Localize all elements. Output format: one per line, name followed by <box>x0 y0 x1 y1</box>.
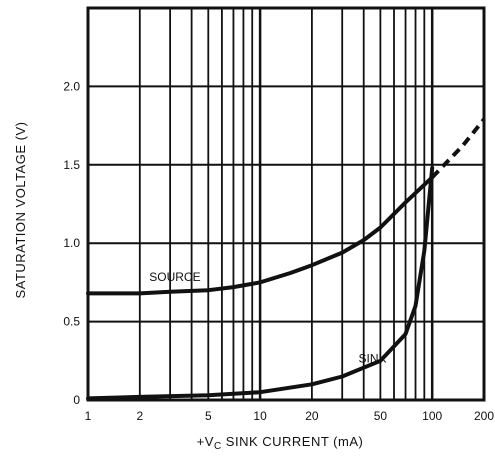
x-axis-title-subscript: C <box>214 441 222 452</box>
series-line-sink <box>86 165 435 401</box>
curves <box>86 118 486 401</box>
y-tick-label: 0 <box>73 393 80 407</box>
y-tick-label: 1.0 <box>63 236 80 250</box>
x-tick-labels: 1 2 5 10 20 50 100 200 <box>85 409 495 423</box>
y-tick-labels: 0 0.5 1.0 1.5 2.0 <box>63 79 80 407</box>
grid <box>88 8 484 400</box>
x-tick-label: 1 <box>85 409 92 423</box>
curve-label-sink: SINK <box>359 351 387 365</box>
x-tick-label: 200 <box>474 409 494 423</box>
x-axis-title-suffix: SINK CURRENT (mA) <box>222 434 364 449</box>
curve-label-source: SOURCE <box>149 270 200 284</box>
plot-frame <box>86 6 486 402</box>
x-tick-label: 2 <box>136 409 143 423</box>
x-tick-label: 20 <box>305 409 319 423</box>
curve-annotations: SOURCE SINK <box>149 270 386 366</box>
x-tick-label: 10 <box>253 409 267 423</box>
y-tick-label: 1.5 <box>63 158 80 172</box>
x-tick-label: 5 <box>205 409 212 423</box>
x-axis-title-prefix: +V <box>197 434 214 449</box>
y-tick-label: 2.0 <box>63 79 80 93</box>
y-tick-label: 0.5 <box>63 315 80 329</box>
x-axis-title: +VC SINK CURRENT (mA) <box>197 434 364 452</box>
series-line-source <box>86 175 435 296</box>
series-line-extrapolated <box>430 118 486 179</box>
x-tick-label: 100 <box>422 409 442 423</box>
y-axis-title: SATURATION VOLTAGE (V) <box>13 122 28 299</box>
x-tick-label: 50 <box>374 409 388 423</box>
